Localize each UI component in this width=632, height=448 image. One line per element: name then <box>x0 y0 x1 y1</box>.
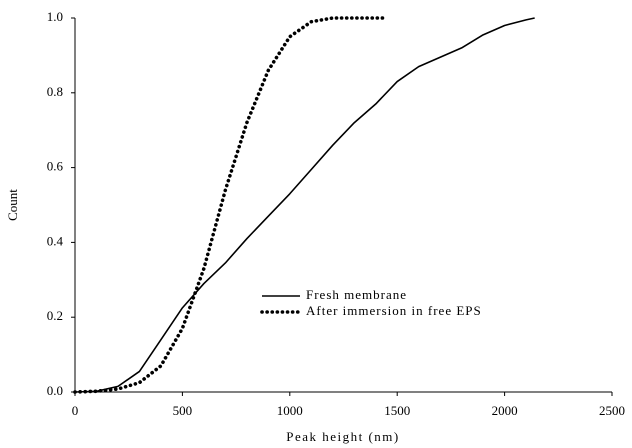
line-series <box>74 17 535 393</box>
x-tick-label: 1500 <box>384 403 410 418</box>
y-tick-label: 0.8 <box>47 84 63 99</box>
y-tick-label: 0.0 <box>47 383 63 398</box>
legend-label: Fresh membrane <box>306 287 407 302</box>
x-tick-label: 500 <box>173 403 193 418</box>
legend-label: After immersion in free EPS <box>306 303 482 318</box>
y-tick-label: 0.4 <box>47 233 64 248</box>
x-tick-label: 2500 <box>599 403 625 418</box>
y-tick-label: 1.0 <box>47 9 63 24</box>
y-tick-label: 0.2 <box>47 308 63 323</box>
y-axis-label: Count <box>5 189 20 221</box>
x-tick-label: 1000 <box>277 403 303 418</box>
x-tick-label: 2000 <box>492 403 518 418</box>
x-axis-label: Peak height (nm) <box>286 429 400 444</box>
line-series <box>73 16 387 394</box>
x-tick-label: 0 <box>72 403 79 418</box>
y-tick-label: 0.6 <box>47 159 64 174</box>
